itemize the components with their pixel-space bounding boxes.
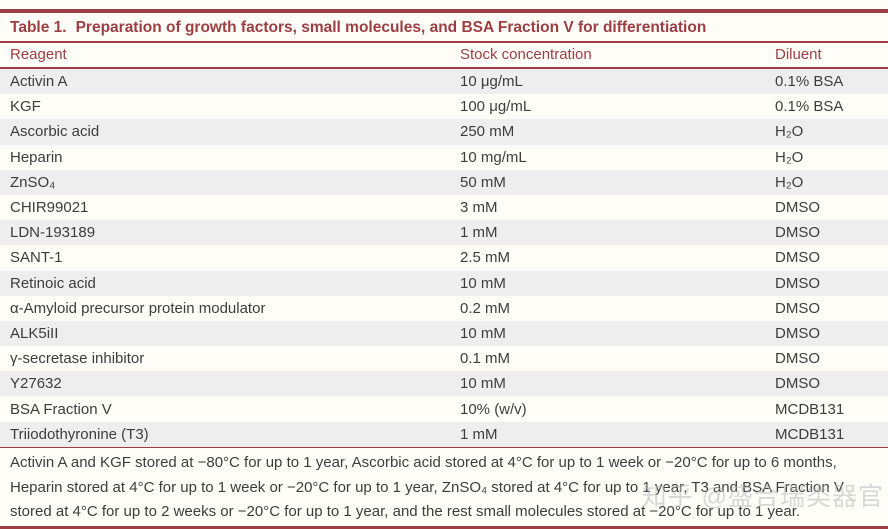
table-row: Ascorbic acid 250 mM H₂O [0,119,888,145]
table-number-label: Table 1. [10,19,67,36]
table-row: Triiodothyronine (T3) 1 mM MCDB131 [0,421,888,447]
table-row: Y27632 10 mM DMSO [0,371,888,397]
table-row: ZnSO₄ 50 mM H₂O [0,169,888,195]
table-row: SANT-1 2.5 mM DMSO [0,245,888,270]
reagent-cell: KGF [10,98,41,116]
footnote-divider [0,446,888,449]
reagent-cell: LDN-193189 [10,224,96,242]
table-footnote: Activin A and KGF stored at −80°C for up… [10,454,844,521]
stock-concentration-cell: 10 μg/mL [460,73,523,91]
table-body: Activin A 10 μg/mL 0.1% BSA KGF 100 μg/mL 0.1… [0,69,888,447]
diluent-cell: 0.1% BSA [775,98,844,116]
table-row: LDN-193189 1 mM DMSO [0,220,888,246]
reagent-cell: ALK5iII [10,324,59,342]
reagent-cell: ZnSO₄ [10,173,56,191]
stock-concentration-cell: 10 mM [460,324,506,342]
diluent-cell: DMSO [775,299,820,317]
diluent-cell: MCDB131 [775,400,845,418]
table-title-text: Preparation of growth factors, small mol… [75,19,707,36]
reagent-cell: SANT-1 [10,249,63,267]
reagent-cell: γ-secretase inhibitor [10,350,145,368]
stock-concentration-cell: 10 mg/mL [460,148,527,166]
column-header-reagent: Reagent [10,46,67,63]
diluent-cell: H₂O [775,123,804,141]
header-divider [0,66,888,69]
reagent-cell: Retinoic acid [10,274,96,292]
table-row: α-Amyloid precursor protein modulator 0.2… [0,296,888,321]
stock-concentration-cell: 10 mM [460,375,506,393]
stock-concentration-cell: 2.5 mM [460,249,511,267]
stock-concentration-cell: 0.1 mM [460,350,511,368]
table-row: BSA Fraction V 10% (w/v) MCDB131 [0,396,888,421]
reagent-cell: CHIR99021 [10,199,89,217]
reagent-cell: Heparin [10,148,63,166]
table-row: CHIR99021 3 mM DMSO [0,195,888,220]
reagent-cell: BSA Fraction V [10,400,112,418]
column-header-stock-concentration: Stock concentration [460,46,592,63]
table-row: KGF 100 μg/mL 0.1% BSA [0,94,888,119]
title-divider [0,41,888,43]
stock-concentration-cell: 3 mM [460,199,498,217]
table-row: γ-secretase inhibitor 0.1 mM DMSO [0,346,888,371]
table-top-border [0,9,888,13]
table-row: ALK5iII 10 mM DMSO [0,320,888,347]
diluent-cell: DMSO [775,274,820,292]
stock-concentration-cell: 250 mM [460,123,515,141]
table-bottom-border [0,525,888,529]
stock-concentration-cell: 1 mM [460,425,498,443]
diluent-cell: DMSO [775,224,820,242]
diluent-cell: H₂O [775,148,804,166]
diluent-cell: DMSO [775,324,820,342]
stock-concentration-cell: 50 mM [460,173,506,191]
table-row: Retinoic acid 10 mM DMSO [0,270,888,296]
diluent-cell: DMSO [775,350,820,368]
stock-concentration-cell: 1 mM [460,224,498,242]
diluent-cell: DMSO [775,199,820,217]
diluent-cell: DMSO [775,249,820,267]
stock-concentration-cell: 0.2 mM [460,299,511,317]
diluent-cell: DMSO [775,375,820,393]
reagent-cell: Triiodothyronine (T3) [10,425,149,443]
reagent-cell: Activin A [10,73,68,91]
reagent-cell: Y27632 [10,375,62,393]
stock-concentration-cell: 10% (w/v) [460,400,527,418]
stock-concentration-cell: 10 mM [460,274,506,292]
table-row: Activin A 10 μg/mL 0.1% BSA [0,69,888,95]
reagent-cell: α-Amyloid precursor protein modulator [10,299,266,317]
reagent-cell: Ascorbic acid [10,123,100,141]
table-title: Table 1. Preparation of growth factors, s… [10,18,878,37]
column-header-row: Reagent Stock concentration Diluent [0,43,888,67]
column-header-diluent: Diluent [775,46,822,63]
stock-concentration-cell: 100 μg/mL [460,98,532,116]
diluent-cell: H₂O [775,173,804,191]
diluent-cell: MCDB131 [775,425,845,443]
diluent-cell: 0.1% BSA [775,73,844,91]
table-row: Heparin 10 mg/mL H₂O [0,145,888,170]
